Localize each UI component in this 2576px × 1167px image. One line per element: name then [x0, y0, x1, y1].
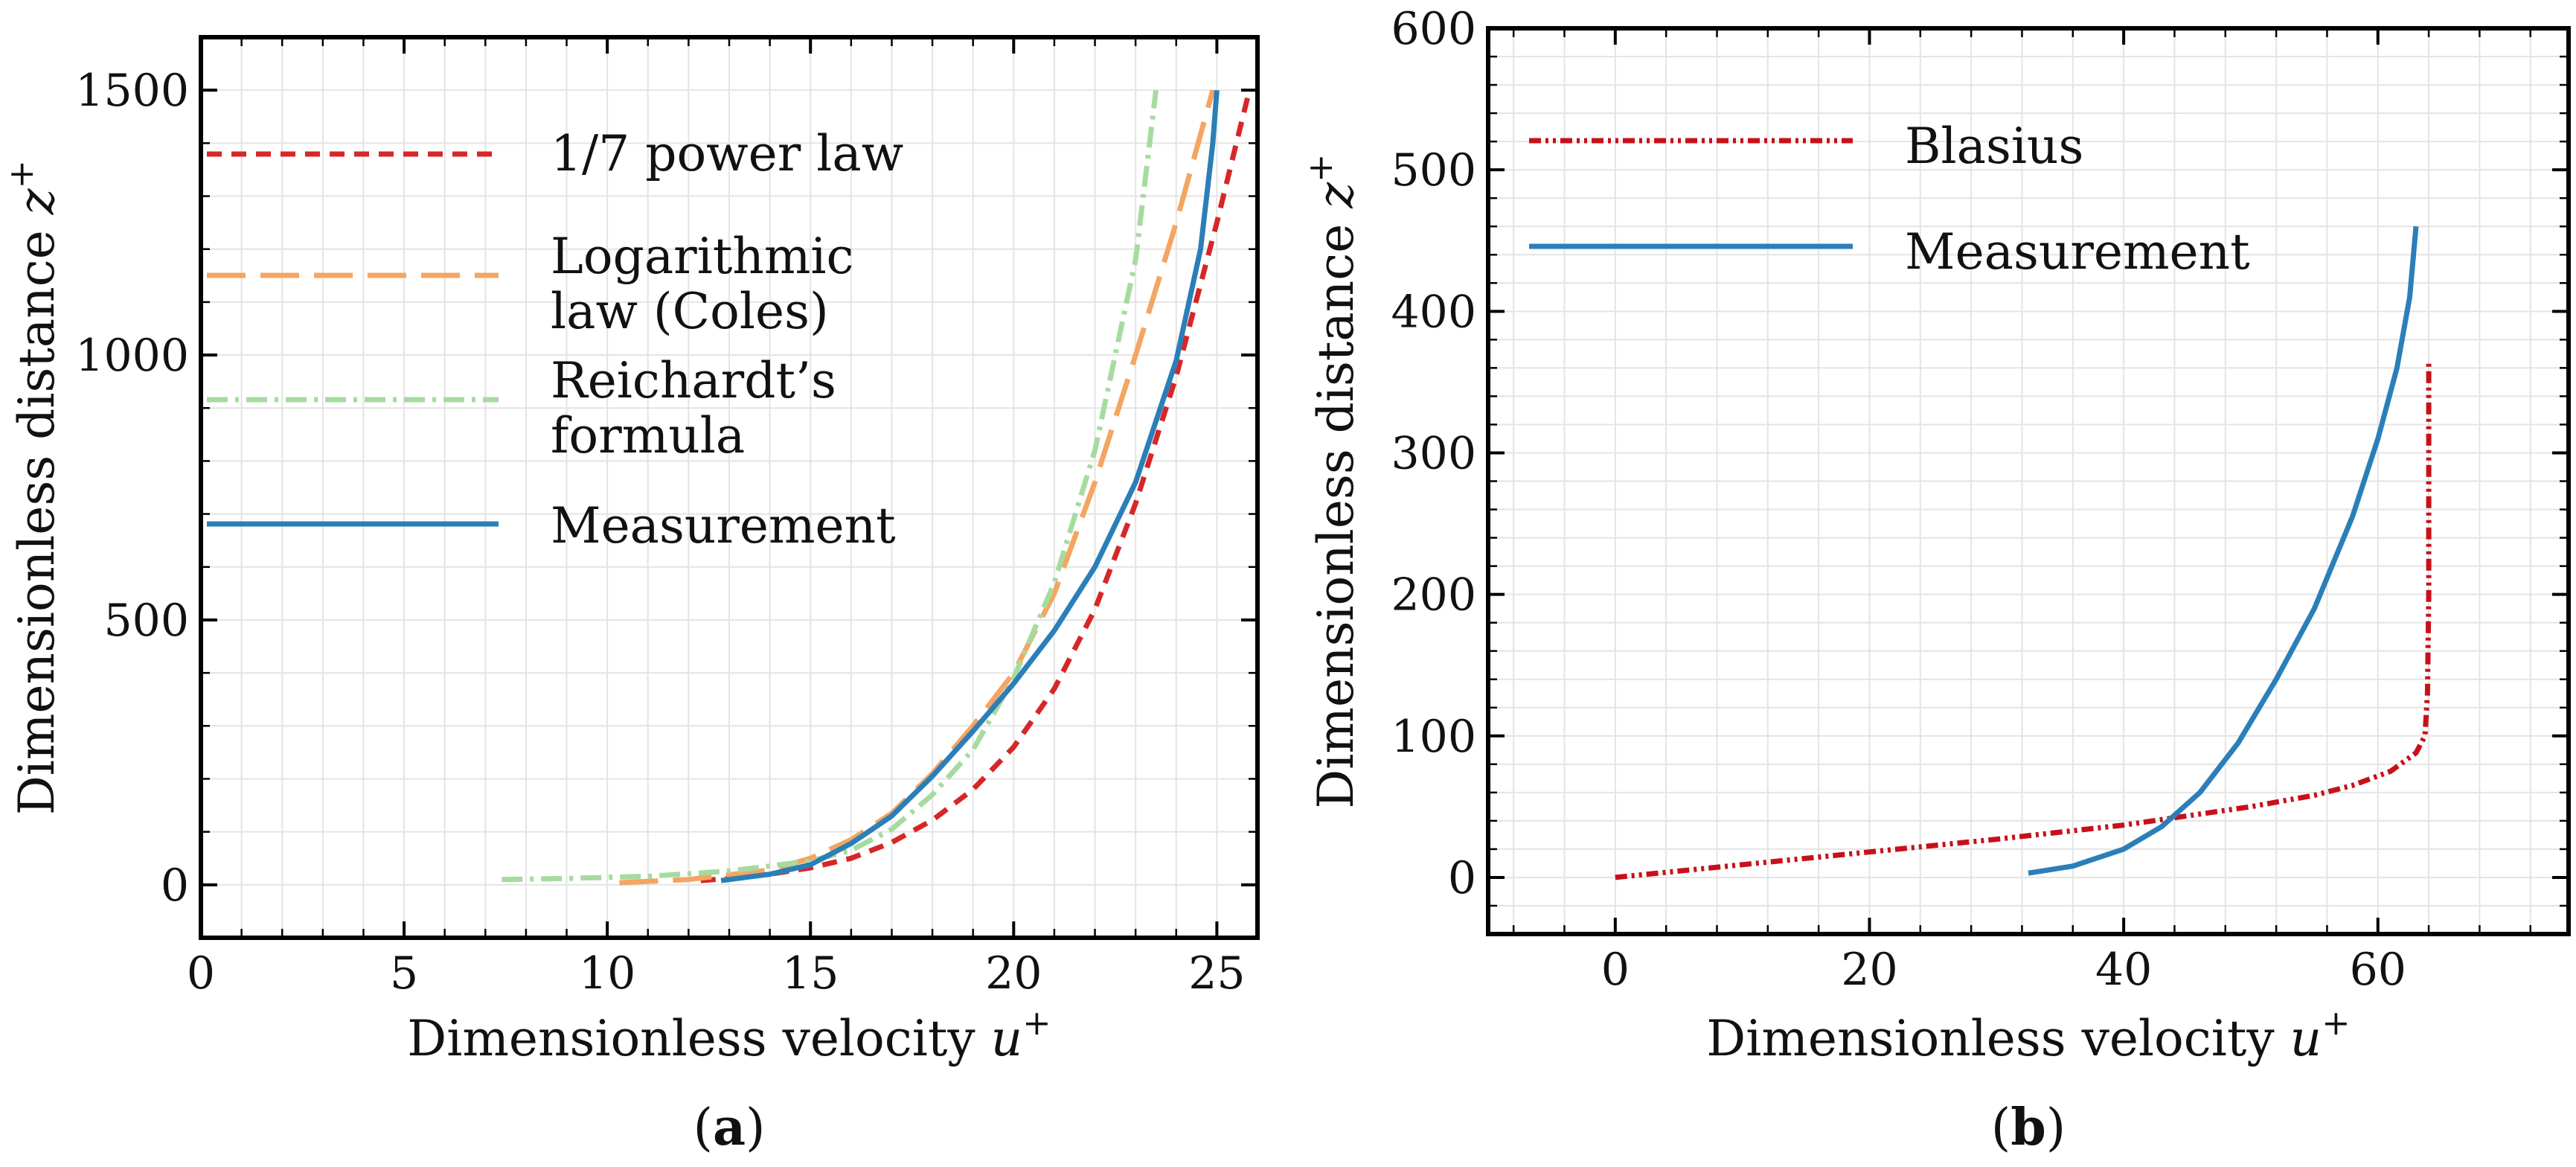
x-tick-label: 0 [187, 947, 215, 1000]
y-tick-label: 300 [1391, 427, 1476, 479]
x-tick-label: 0 [1601, 944, 1630, 996]
y-axis-title: Dimensionless distance z+ [1, 160, 65, 815]
panel-label-open: ( [693, 1099, 713, 1157]
panel-label: (b) [1991, 1098, 2066, 1157]
x-tick-label: 20 [1841, 944, 1897, 996]
panel-b: 0 20 40 600100200300400500600BlasiusMeasure… [1300, 3, 2571, 1157]
y-axis-superscript: + [1, 160, 41, 189]
y-axis-title-text: Dimensionless distance [8, 214, 65, 815]
y-tick-label: 600 [1391, 3, 1476, 55]
y-tick-label: 200 [1391, 569, 1476, 621]
legend-b: Blasius Measurement [1529, 118, 2250, 281]
x-axis-title-text: Dimensionless velocity [407, 1010, 990, 1067]
panel-a: 0 5 10 15 20 25 0 500 1000 1500 1/7 power law Logar… [1, 35, 1260, 1157]
legend-label: Measurement [1905, 223, 2250, 281]
panel-label-letter: a [713, 1098, 746, 1157]
series-line-measurement [2028, 226, 2419, 876]
legend-label: Reichardt’s [551, 352, 836, 409]
x-tick-label: 10 [579, 947, 635, 1000]
legend-label: law (Coles) [551, 283, 829, 340]
y-tick-label: 500 [103, 595, 189, 647]
x-axis-symbol: u [2290, 1010, 2322, 1067]
y-tick-label: 500 [1391, 144, 1476, 196]
y-axis-symbol: z [1307, 182, 1365, 209]
panel-label-close: ) [2046, 1099, 2066, 1157]
x-tick-label: 60 [2350, 944, 2406, 996]
y-axis-symbol: z [8, 188, 65, 215]
panel-label-open: ( [1991, 1099, 2011, 1157]
y-tick-label: 400 [1391, 286, 1476, 338]
series-line-measurement [720, 89, 1220, 883]
legend-label: 1/7 power law [551, 125, 903, 182]
x-axis-superscript: + [2322, 1003, 2351, 1043]
y-axis-title-text: Dimensionless distance [1307, 208, 1365, 809]
legend-label: Measurement [551, 497, 896, 554]
legend-label: Logarithmic [551, 228, 854, 285]
x-tick-label: 20 [985, 947, 1042, 1000]
legend-label: formula [551, 407, 745, 464]
y-tick-label: 100 [1391, 711, 1476, 763]
panel-label-letter: b [2011, 1098, 2046, 1157]
y-tick-label: 0 [1448, 852, 1476, 904]
x-tick-label: 25 [1188, 947, 1245, 1000]
series-line-reichardt-s-formula [502, 89, 1159, 883]
x-axis-superscript: + [1022, 1003, 1051, 1043]
x-axis-title-text: Dimensionless velocity [1706, 1010, 2290, 1067]
panel-label-close: ) [746, 1099, 766, 1157]
x-tick-label: 40 [2095, 944, 2152, 996]
y-tick-label: 1500 [75, 65, 189, 117]
series-line-1-7-power-law [700, 89, 1252, 883]
panel-label: (a) [693, 1098, 765, 1157]
x-axis-title: Dimensionless velocity u+ [1706, 1003, 2350, 1067]
y-axis-title: Dimensionless distance z+ [1300, 153, 1365, 808]
x-axis-symbol: u [991, 1010, 1023, 1067]
legend-label: Blasius [1905, 118, 2083, 175]
series-line-logarithmic-law-coles- [619, 89, 1216, 886]
plot-frame [1486, 26, 2571, 936]
plot-frame [199, 35, 1260, 940]
x-tick-label: 5 [390, 947, 418, 1000]
y-axis-superscript: + [1300, 153, 1340, 182]
y-tick-label: 0 [161, 860, 189, 912]
y-tick-label: 1000 [75, 330, 189, 382]
series-line-blasius [1615, 360, 2432, 880]
x-axis-title: Dimensionless velocity u+ [407, 1003, 1051, 1067]
x-tick-label: 15 [782, 947, 839, 1000]
